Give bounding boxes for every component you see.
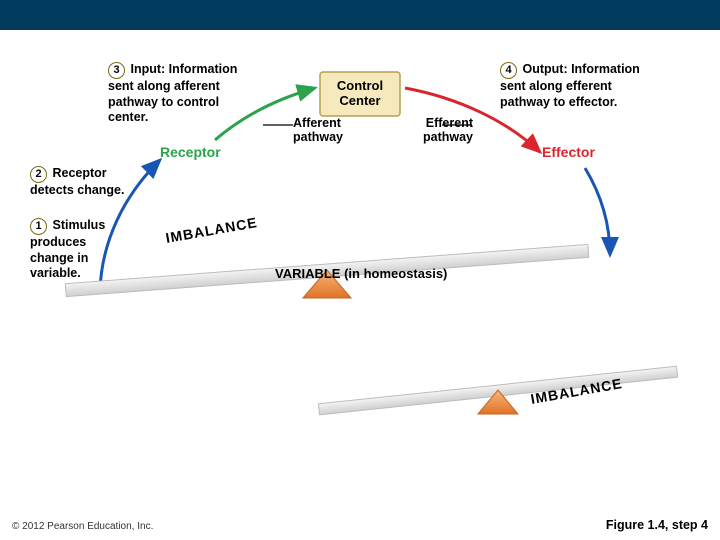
receptor-label: Receptor [160, 144, 221, 160]
copyright: © 2012 Pearson Education, Inc. [12, 521, 153, 532]
figure-ref: Figure 1.4, step 4 [606, 518, 708, 532]
step-3: 3 Input: Information sent along afferent… [108, 62, 273, 126]
diagram-canvas: 3 Input: Information sent along afferent… [0, 30, 720, 510]
effector-label: Effector [542, 144, 595, 160]
step-2-num: 2 [30, 166, 47, 183]
step-4-text: Output: Information sent along efferent … [500, 62, 640, 109]
step-1-num: 1 [30, 218, 47, 235]
control-center-label: Control Center [320, 78, 400, 108]
step-1: 1 Stimulus produces change in variable. [30, 218, 130, 282]
efferent-pathway-label: Efferent pathway [418, 116, 473, 144]
afferent-pathway-label: Afferent pathway [293, 116, 343, 144]
step-3-num: 3 [108, 62, 125, 79]
header-bar [0, 0, 720, 30]
step-4-num: 4 [500, 62, 517, 79]
variable-label: VARIABLE (in homeostasis) [275, 266, 447, 281]
step-2: 2 Receptor detects change. [30, 166, 150, 199]
step-3-text: Input: Information sent along afferent p… [108, 62, 237, 124]
step-4: 4 Output: Information sent along efferen… [500, 62, 680, 110]
